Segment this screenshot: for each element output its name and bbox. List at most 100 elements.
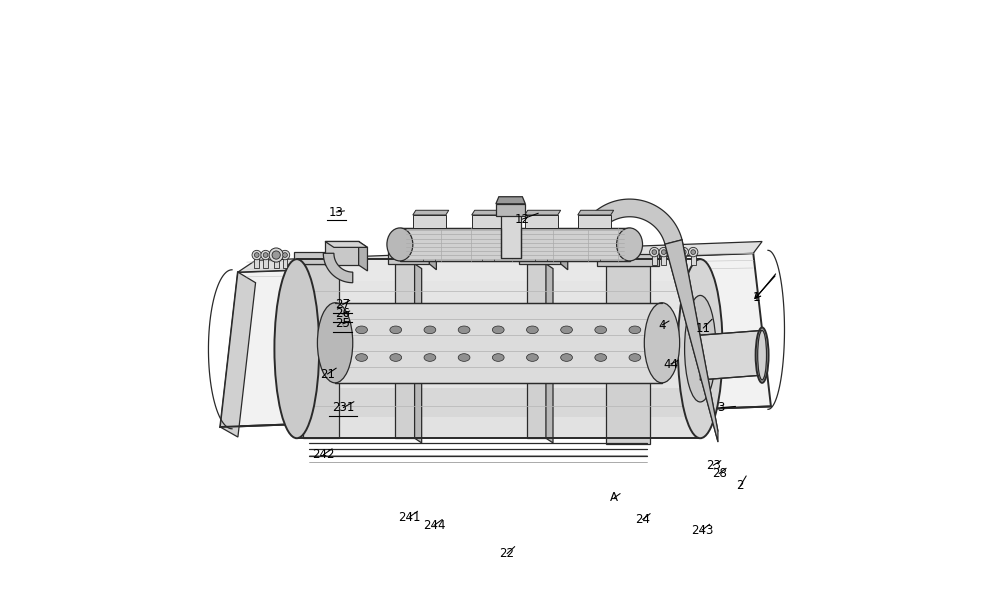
Ellipse shape — [561, 326, 572, 333]
Ellipse shape — [528, 230, 539, 237]
Polygon shape — [283, 255, 287, 268]
Ellipse shape — [492, 354, 504, 362]
Circle shape — [688, 247, 698, 257]
Ellipse shape — [458, 326, 470, 333]
Circle shape — [650, 247, 659, 257]
Ellipse shape — [758, 330, 767, 380]
Polygon shape — [254, 255, 259, 268]
Polygon shape — [525, 210, 561, 215]
Circle shape — [271, 250, 281, 260]
Text: 44: 44 — [663, 358, 678, 370]
Polygon shape — [325, 241, 367, 247]
Circle shape — [679, 247, 688, 257]
Text: 13: 13 — [329, 206, 344, 219]
Text: 231: 231 — [332, 401, 355, 414]
Ellipse shape — [390, 326, 402, 333]
Polygon shape — [303, 264, 339, 438]
Ellipse shape — [395, 235, 408, 246]
Ellipse shape — [274, 259, 319, 438]
Polygon shape — [496, 197, 525, 204]
Polygon shape — [561, 252, 568, 270]
Polygon shape — [413, 210, 449, 215]
Text: 26: 26 — [335, 307, 350, 320]
Polygon shape — [652, 252, 657, 265]
Polygon shape — [297, 388, 700, 417]
Ellipse shape — [527, 354, 538, 362]
Circle shape — [261, 250, 270, 260]
Ellipse shape — [356, 354, 367, 362]
Text: A: A — [610, 491, 618, 504]
Ellipse shape — [387, 228, 413, 261]
Text: 21: 21 — [320, 368, 335, 380]
Polygon shape — [578, 215, 611, 228]
Ellipse shape — [390, 354, 402, 362]
Polygon shape — [597, 254, 659, 266]
Polygon shape — [672, 252, 677, 265]
Ellipse shape — [756, 327, 769, 383]
Polygon shape — [274, 255, 279, 268]
Polygon shape — [532, 240, 541, 252]
Text: 3: 3 — [717, 401, 725, 414]
Circle shape — [269, 248, 283, 262]
Text: 243: 243 — [691, 524, 713, 537]
Polygon shape — [220, 253, 771, 427]
Circle shape — [254, 253, 259, 257]
Polygon shape — [401, 240, 410, 252]
Ellipse shape — [644, 303, 680, 383]
Circle shape — [280, 250, 290, 260]
Polygon shape — [691, 252, 696, 265]
Ellipse shape — [617, 228, 643, 261]
Polygon shape — [297, 280, 700, 309]
Polygon shape — [519, 252, 561, 264]
Ellipse shape — [492, 326, 504, 333]
Text: 12: 12 — [515, 213, 530, 226]
Polygon shape — [429, 252, 436, 270]
Circle shape — [263, 253, 268, 257]
Polygon shape — [606, 266, 650, 444]
Ellipse shape — [317, 303, 353, 383]
Text: 28: 28 — [712, 467, 727, 480]
Polygon shape — [294, 252, 347, 264]
Ellipse shape — [527, 326, 538, 333]
Ellipse shape — [629, 326, 641, 333]
Polygon shape — [546, 264, 553, 443]
Circle shape — [252, 250, 261, 260]
Circle shape — [667, 244, 682, 260]
Circle shape — [659, 247, 668, 257]
Ellipse shape — [424, 326, 436, 333]
Text: 2: 2 — [737, 479, 744, 492]
Polygon shape — [263, 255, 268, 268]
Polygon shape — [472, 215, 505, 228]
Ellipse shape — [595, 326, 607, 333]
Ellipse shape — [397, 230, 407, 237]
Polygon shape — [577, 199, 682, 244]
Polygon shape — [496, 204, 525, 216]
Circle shape — [670, 247, 679, 257]
Text: 11: 11 — [696, 322, 711, 335]
Text: 27: 27 — [335, 298, 350, 311]
Circle shape — [661, 250, 666, 254]
Text: 23: 23 — [706, 459, 721, 472]
Polygon shape — [472, 210, 508, 215]
Polygon shape — [335, 303, 662, 383]
Polygon shape — [325, 241, 359, 265]
Ellipse shape — [458, 354, 470, 362]
Polygon shape — [501, 204, 521, 258]
Ellipse shape — [356, 326, 367, 333]
Circle shape — [283, 253, 287, 257]
Polygon shape — [220, 272, 256, 437]
Polygon shape — [413, 215, 446, 228]
Text: 1: 1 — [752, 291, 760, 304]
Ellipse shape — [678, 259, 723, 438]
Polygon shape — [297, 259, 700, 438]
Polygon shape — [415, 264, 422, 443]
Circle shape — [691, 250, 696, 254]
Polygon shape — [578, 210, 614, 215]
Polygon shape — [359, 241, 367, 271]
Ellipse shape — [685, 296, 716, 402]
Ellipse shape — [595, 354, 607, 362]
Circle shape — [672, 250, 677, 254]
Circle shape — [670, 248, 678, 256]
Text: 242: 242 — [312, 448, 335, 461]
Polygon shape — [527, 264, 546, 438]
